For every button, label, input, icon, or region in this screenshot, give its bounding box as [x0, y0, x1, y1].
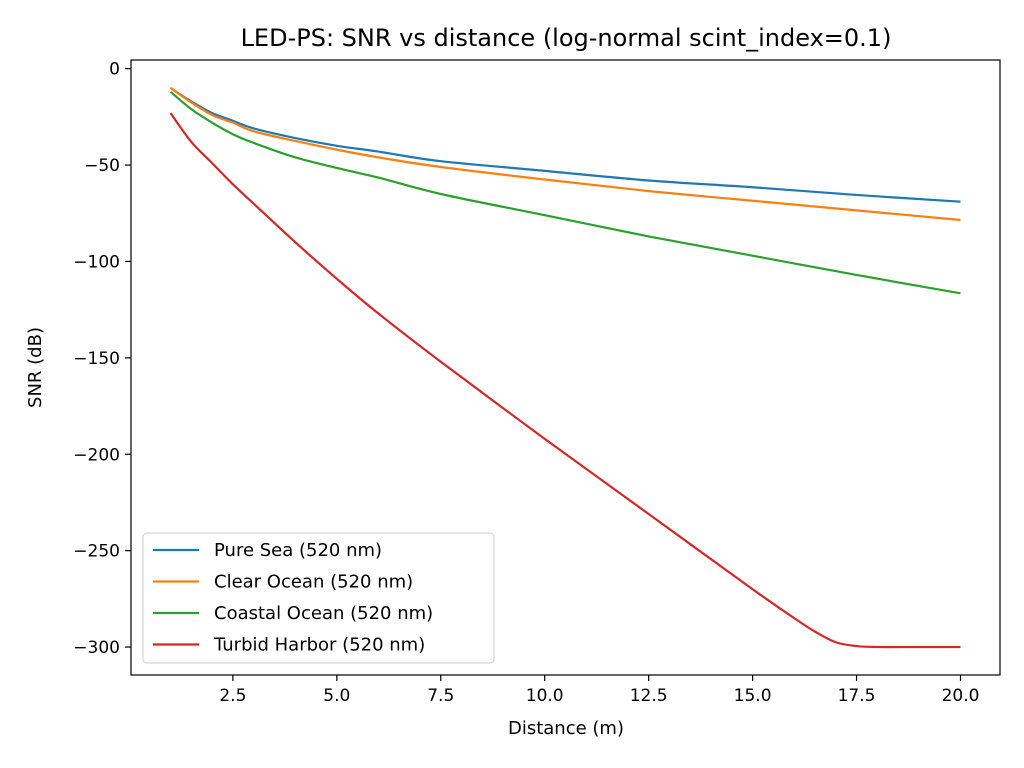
y-tick-label: −100: [73, 252, 120, 272]
x-tick-label: 12.5: [630, 686, 668, 706]
y-tick-label: −200: [73, 445, 120, 465]
y-tick-label: −50: [84, 156, 120, 176]
series-line-3: [169, 112, 961, 649]
y-tick-label: 0: [109, 60, 120, 80]
y-tick-label: −300: [73, 638, 120, 658]
series-line-0: [169, 87, 961, 203]
plot-frame: [130, 59, 1001, 676]
series-line-1: [169, 87, 961, 222]
legend-entry-label: Clear Ocean (520 nm): [214, 572, 413, 593]
legend-box: [142, 532, 495, 664]
chart-title: LED-PS: SNR vs distance (log-normal scin…: [241, 24, 892, 52]
legend-entry-label: Pure Sea (520 nm): [214, 540, 382, 561]
x-tick-label: 5.0: [323, 686, 350, 706]
legend: Pure Sea (520 nm) Clear Ocean (520 nm) Coa…: [142, 532, 495, 664]
x-tick-label: 20.0: [942, 686, 980, 706]
y-axis-ticks: 0 −50 −100 −150 −200 −250 −300: [73, 60, 131, 658]
legend-entry-label: Coastal Ocean (520 nm): [214, 603, 433, 624]
x-tick-label: 17.5: [838, 686, 876, 706]
y-tick-label: −150: [73, 349, 120, 369]
x-tick-label: 7.5: [427, 686, 454, 706]
x-tick-label: 10.0: [526, 686, 564, 706]
y-axis-label: SNR (dB): [25, 327, 46, 408]
series-line-2: [169, 90, 961, 295]
plot-lines: [169, 87, 961, 649]
x-tick-label: 2.5: [219, 686, 246, 706]
x-axis-ticks: 2.5 5.0 7.5 10.0 12.5 15.0 17.5 20.0: [219, 675, 979, 706]
x-axis-label: Distance (m): [508, 718, 624, 739]
legend-entry-label: Turbid Harbor (520 nm): [213, 635, 425, 656]
y-tick-label: −250: [73, 542, 120, 562]
x-tick-label: 15.0: [734, 686, 772, 706]
